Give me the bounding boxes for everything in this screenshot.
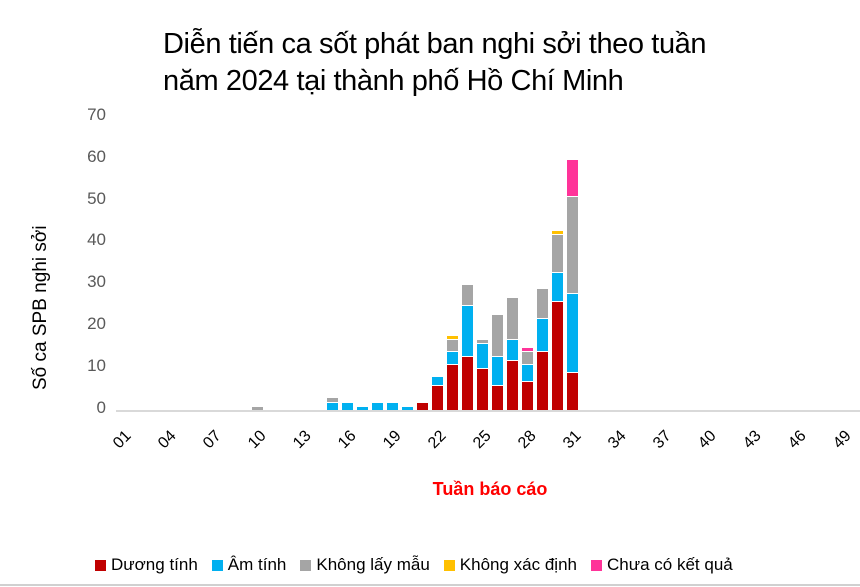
x-axis-line — [116, 410, 860, 412]
bar-segment — [460, 305, 474, 356]
legend-label: Dương tính — [111, 555, 198, 574]
bar-segment — [520, 363, 534, 381]
x-tick-label: 10 — [245, 427, 270, 453]
bar-segment — [445, 334, 459, 339]
bar-segment — [400, 405, 414, 410]
bar-segment — [445, 351, 459, 364]
y-tick-label: 10 — [87, 356, 106, 376]
x-tick-label: 40 — [695, 427, 720, 453]
x-tick-label: 07 — [200, 427, 225, 453]
y-axis-label: Số ca SPB nghi sởi — [30, 225, 51, 390]
legend-swatch-icon — [300, 559, 312, 571]
legend-swatch-icon — [211, 559, 223, 571]
legend-label: Không xác định — [459, 555, 577, 574]
bar-segment — [565, 372, 579, 410]
chart-title-line1: Diễn tiến ca sốt phát ban nghi sởi theo … — [163, 28, 707, 60]
y-tick-label: 20 — [87, 314, 106, 334]
bar-segment — [535, 288, 549, 318]
bar-segment — [535, 351, 549, 410]
divider — [0, 584, 860, 586]
x-tick-label: 46 — [785, 427, 810, 453]
x-tick-label: 31 — [560, 427, 585, 453]
legend-item: Chưa có kết quả — [591, 555, 733, 575]
bar-segment — [565, 292, 579, 373]
x-tick-label: 25 — [470, 427, 495, 453]
y-tick-label: 70 — [87, 104, 106, 124]
bar-segment — [550, 234, 564, 272]
bar-segment — [550, 229, 564, 235]
y-tick-label: 40 — [87, 230, 106, 250]
bar-segment — [325, 397, 339, 402]
bar-segment — [505, 296, 519, 339]
legend-swatch-icon — [591, 559, 602, 571]
bar-segment — [475, 368, 489, 410]
legend-label: Âm tính — [227, 555, 287, 574]
x-tick-label: 01 — [110, 427, 135, 453]
bar-segment — [445, 363, 459, 410]
legend-item: Âm tính — [211, 555, 287, 575]
bar-segment — [430, 384, 444, 410]
bar-segment — [475, 338, 489, 343]
legend-item: Không xác định — [443, 555, 577, 575]
bar-segment — [250, 405, 264, 410]
bar-segment — [565, 196, 579, 293]
bar-segment — [490, 355, 504, 385]
chart-title-line2: năm 2024 tại thành phố Hồ Chí Minh — [163, 65, 624, 97]
x-tick-label: 34 — [605, 427, 630, 453]
bar-segment — [460, 284, 474, 306]
legend-swatch-icon — [95, 559, 106, 571]
y-tick-label: 0 — [96, 398, 106, 417]
chart-title: Diễn tiến ca sốt phát ban nghi sởi theo … — [163, 26, 707, 100]
legend-item: Dương tính — [95, 555, 198, 575]
x-tick-label: 13 — [290, 427, 315, 453]
bar-segment — [520, 351, 534, 364]
bar-segment — [445, 338, 459, 352]
bar-segment — [550, 301, 564, 410]
x-tick-label: 28 — [515, 427, 540, 453]
bar-segment — [490, 313, 504, 356]
legend-swatch-icon — [443, 559, 455, 571]
x-tick-label: 49 — [830, 427, 855, 453]
bar-segment — [415, 401, 429, 410]
bar-segment — [565, 158, 579, 197]
y-tick-label: 50 — [87, 188, 106, 208]
bar-segment — [505, 359, 519, 410]
legend-label: Chưa có kết quả — [607, 555, 733, 574]
x-tick-label: 04 — [155, 427, 180, 453]
bar-segment — [490, 384, 504, 410]
legend: Dương tính Âm tính Không lấy mẫu Không xác … — [95, 555, 747, 575]
y-tick-label: 60 — [87, 146, 106, 166]
y-tick-label: 30 — [87, 272, 106, 292]
x-tick-label: 16 — [335, 427, 360, 453]
bar-segment — [460, 355, 474, 410]
bar-segment — [340, 401, 354, 410]
bar-segment — [535, 317, 549, 352]
x-tick-label: 19 — [380, 427, 405, 453]
bar-segment — [385, 401, 399, 410]
bar-segment — [505, 338, 519, 360]
bar-segment — [370, 401, 384, 410]
bar-segment — [520, 347, 534, 352]
x-axis-label: Tuần báo cáo — [432, 479, 548, 499]
bar-segment — [475, 342, 489, 369]
x-tick-label: 37 — [650, 427, 675, 453]
bar-segment — [520, 380, 534, 410]
legend-label: Không lấy mẫu — [316, 555, 430, 574]
bar-segment — [550, 271, 564, 302]
x-tick-label: 22 — [425, 427, 450, 453]
bar-segment — [325, 401, 339, 410]
bar-segment — [355, 405, 369, 410]
legend-item: Không lấy mẫu — [300, 555, 430, 575]
bar-segment — [430, 376, 444, 385]
x-tick-label: 43 — [740, 427, 765, 453]
